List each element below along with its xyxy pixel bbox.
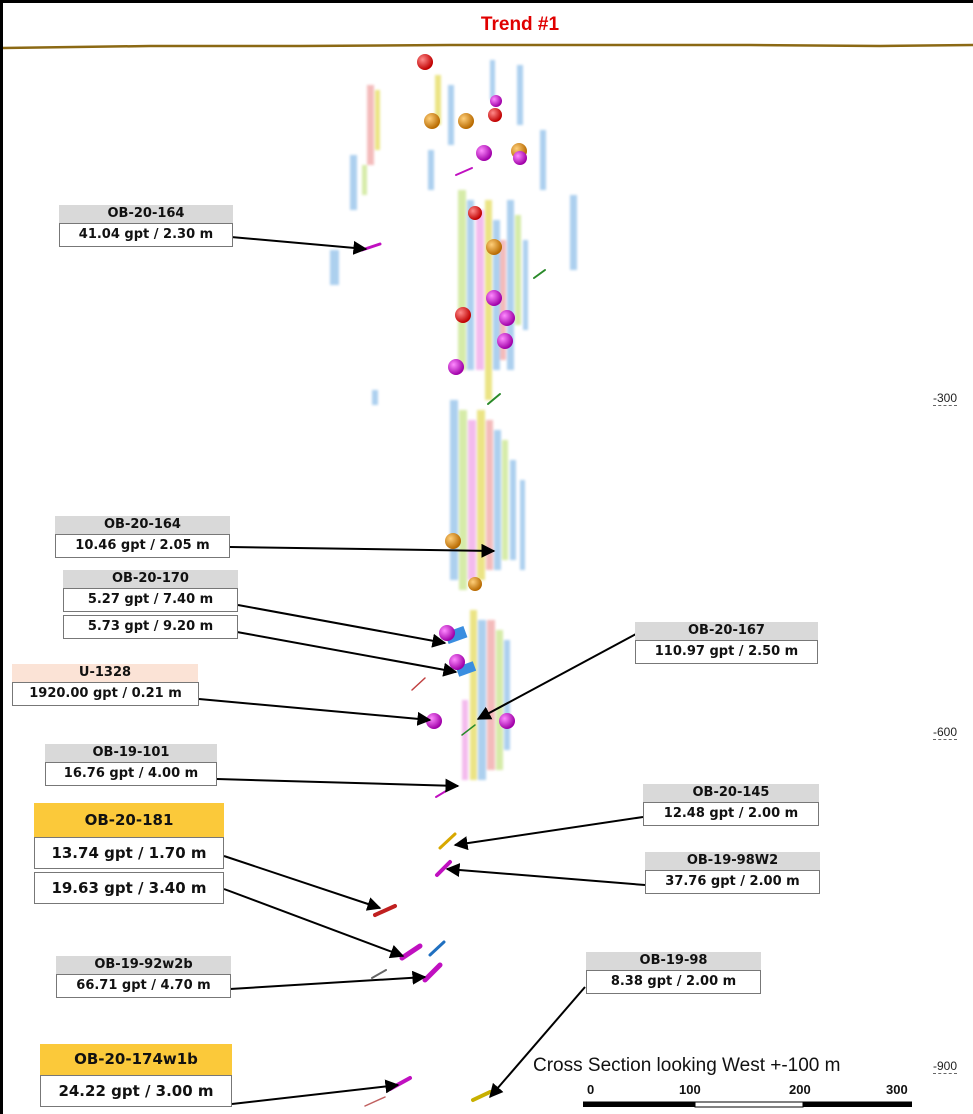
arrow-ob-20-164-lower — [229, 543, 496, 558]
arrow-u-1328 — [198, 698, 432, 726]
hole-id: OB-19-98W2 — [645, 852, 820, 870]
callout-ob-19-98: OB-19-98 8.38 gpt / 2.00 m — [586, 952, 761, 994]
callout-arrows — [198, 236, 646, 1105]
arrow-ob-19-98 — [489, 986, 586, 1099]
arrow-ob-19-98w2 — [445, 863, 646, 886]
arrow-ob-20-181-a — [223, 855, 382, 911]
grade-interval: 66.71 gpt / 4.70 m — [56, 974, 231, 998]
grade-interval: 19.63 gpt / 3.40 m — [34, 872, 224, 904]
hole-id: OB-19-101 — [45, 744, 217, 762]
elevation-label-900: -900 — [933, 1059, 958, 1074]
grade-interval: 16.76 gpt / 4.00 m — [45, 762, 217, 786]
scale-tick-300: 300 — [886, 1082, 908, 1097]
callout-ob-19-101: OB-19-101 16.76 gpt / 4.00 m — [45, 744, 217, 786]
callout-ob-20-181: OB-20-181 13.74 gpt / 1.70 m 19.63 gpt /… — [34, 803, 224, 904]
grade-interval: 5.27 gpt / 7.40 m — [63, 588, 238, 612]
scale-bar-title: Cross Section looking West +-100 m — [533, 1055, 841, 1076]
callout-ob-20-145: OB-20-145 12.48 gpt / 2.00 m — [643, 784, 819, 826]
figure-title: Trend #1 — [480, 14, 560, 35]
callout-ob-19-92w2b: OB-19-92w2b 66.71 gpt / 4.70 m — [56, 956, 231, 998]
grade-interval: 8.38 gpt / 2.00 m — [586, 970, 761, 994]
callout-ob-19-98w2: OB-19-98W2 37.76 gpt / 2.00 m — [645, 852, 820, 894]
hole-id: OB-20-174w1b — [40, 1044, 232, 1075]
grade-interval: 1920.00 gpt / 0.21 m — [12, 682, 199, 706]
surface-topography-line — [2, 43, 973, 50]
hole-id: OB-20-181 — [34, 803, 224, 837]
callout-ob-20-164-lower: OB-20-164 10.46 gpt / 2.05 m — [55, 516, 230, 558]
arrow-ob-20-174w1b — [231, 1079, 400, 1105]
hole-id: OB-20-167 — [635, 622, 818, 640]
arrow-ob-20-170-b — [236, 631, 458, 677]
hole-id: OB-20-145 — [643, 784, 819, 802]
arrow-ob-20-167 — [476, 633, 637, 720]
grade-interval: 5.73 gpt / 9.20 m — [63, 615, 238, 639]
grade-interval: 12.48 gpt / 2.00 m — [643, 802, 819, 826]
arrow-ob-20-170-a — [237, 604, 447, 648]
hole-id: OB-19-98 — [586, 952, 761, 970]
hole-id: U-1328 — [12, 664, 198, 682]
grade-interval: 37.76 gpt / 2.00 m — [645, 870, 820, 894]
scale-tick-100: 100 — [679, 1082, 701, 1097]
callout-u-1328: U-1328 1920.00 gpt / 0.21 m — [12, 664, 199, 706]
hole-id: OB-19-92w2b — [56, 956, 231, 974]
elevation-label-300: -300 — [933, 391, 958, 406]
callout-ob-20-164-upper: OB-20-164 41.04 gpt / 2.30 m — [59, 205, 233, 247]
callout-ob-20-167: OB-20-167 110.97 gpt / 2.50 m — [635, 622, 818, 664]
arrow-ob-20-181-b — [223, 888, 405, 959]
grade-interval: 10.46 gpt / 2.05 m — [55, 534, 230, 558]
arrow-ob-19-92w2b — [229, 970, 427, 990]
grade-interval: 24.22 gpt / 3.00 m — [40, 1075, 232, 1107]
callout-ob-20-174w1b: OB-20-174w1b 24.22 gpt / 3.00 m — [40, 1044, 232, 1107]
hole-id: OB-20-170 — [63, 570, 238, 588]
arrow-ob-20-145 — [453, 816, 644, 851]
hole-id: OB-20-164 — [55, 516, 230, 534]
grade-interval: 110.97 gpt / 2.50 m — [635, 640, 818, 664]
hole-id: OB-20-164 — [59, 205, 233, 223]
scale-tick-0: 0 — [587, 1082, 595, 1097]
elevation-label-600: -600 — [933, 725, 958, 740]
arrow-ob-20-164-upper — [230, 236, 368, 255]
arrow-ob-19-101 — [216, 778, 460, 793]
grade-interval: 13.74 gpt / 1.70 m — [34, 837, 224, 869]
scale-bar — [583, 1101, 912, 1108]
callout-ob-20-170: OB-20-170 5.27 gpt / 7.40 m 5.73 gpt / 9… — [63, 570, 238, 639]
grade-interval: 41.04 gpt / 2.30 m — [59, 223, 233, 247]
scale-tick-200: 200 — [789, 1082, 811, 1097]
mineralization-streaks — [330, 60, 577, 780]
